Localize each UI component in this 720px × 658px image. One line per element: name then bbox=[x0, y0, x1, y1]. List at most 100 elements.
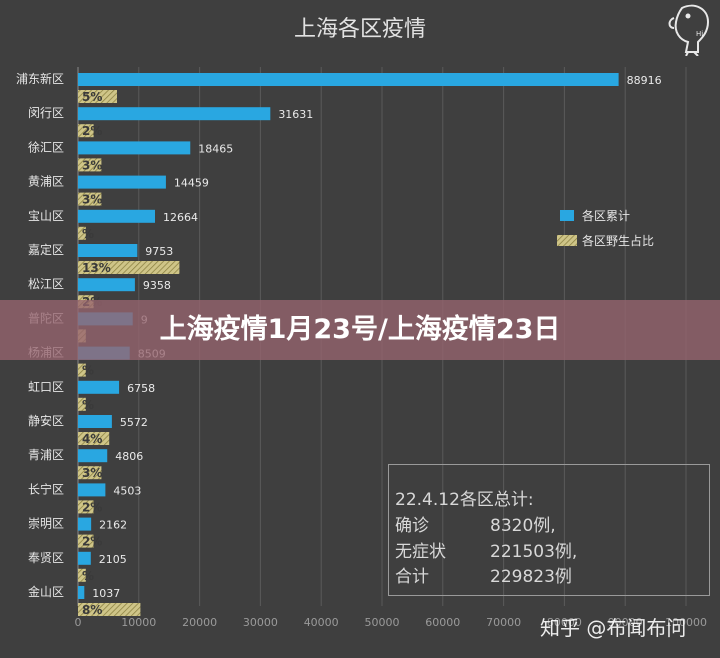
ratio-label: 2% bbox=[82, 535, 102, 549]
bar-cumulative bbox=[78, 141, 191, 155]
y-tick-label: 浦东新区 bbox=[16, 71, 64, 86]
ratio-label: 3% bbox=[82, 158, 102, 172]
summary-box: 22.4.12各区总计: 确诊 8320例, 无症状 221503例, 合计 2… bbox=[388, 464, 710, 596]
summary-value: 8320例, bbox=[490, 516, 556, 536]
bar-cumulative bbox=[78, 244, 138, 257]
summary-row-asymptomatic: 无症状 221503例, bbox=[395, 537, 577, 562]
legend-swatch-cumulative bbox=[560, 210, 574, 221]
bar-wild-ratio bbox=[78, 500, 94, 514]
bar-wild-ratio bbox=[78, 568, 86, 582]
bar-value-label: 4503 bbox=[113, 484, 141, 497]
title-banner: 上海疫情1月23号/上海疫情23日 bbox=[0, 300, 720, 360]
ratio-label: % bbox=[82, 398, 94, 412]
bar-value-label: 12664 bbox=[163, 211, 198, 224]
y-tick-label: 嘉定区 bbox=[28, 242, 64, 257]
y-tick-label: 徐汇区 bbox=[28, 139, 64, 154]
bar-wild-ratio bbox=[78, 226, 86, 240]
bar-wild-ratio bbox=[78, 261, 180, 274]
bar-cumulative bbox=[78, 209, 155, 223]
x-tick-label: 30000 bbox=[243, 616, 278, 629]
y-tick-label: 闵行区 bbox=[28, 105, 64, 120]
ratio-label: % bbox=[82, 569, 94, 583]
y-tick-label: 松江区 bbox=[28, 277, 64, 291]
bar-value-label: 1037 bbox=[92, 587, 120, 600]
banner-title: 上海疫情1月23号/上海疫情23日 bbox=[159, 314, 561, 345]
parrot-mascot-icon: Hi bbox=[664, 2, 716, 57]
x-tick-label: 90000 bbox=[608, 616, 643, 629]
x-tick-label: 10000 bbox=[121, 616, 156, 629]
bar-cumulative bbox=[78, 278, 135, 292]
x-tick-label: 60000 bbox=[425, 616, 460, 629]
y-tick-label: 黄浦区 bbox=[28, 175, 64, 189]
y-tick-label: 宝山区 bbox=[28, 209, 64, 223]
summary-value: 221503例, bbox=[490, 542, 578, 562]
y-tick-label: 虹口区 bbox=[28, 380, 64, 394]
x-tick-label: 80000 bbox=[547, 616, 582, 629]
ratio-label: 13% bbox=[82, 261, 111, 275]
ratio-label: 5% bbox=[82, 90, 102, 104]
y-tick-label: 崇明区 bbox=[28, 517, 64, 531]
bar-wild-ratio bbox=[78, 158, 102, 172]
bar-cumulative bbox=[78, 517, 92, 531]
bar-value-label: 18465 bbox=[198, 142, 233, 155]
bar-value-label: 2105 bbox=[99, 553, 127, 566]
bar-wild-ratio bbox=[78, 603, 141, 616]
legend-label: 各区野生占比 bbox=[582, 233, 654, 248]
bar-wild-ratio bbox=[78, 192, 102, 206]
bar-value-label: 6758 bbox=[127, 382, 155, 395]
chart-title: 上海各区疫情 bbox=[294, 17, 426, 42]
svg-text:Hi: Hi bbox=[696, 30, 703, 38]
bar-wild-ratio bbox=[78, 90, 117, 103]
summary-label: 无症状 bbox=[395, 542, 446, 562]
ratio-label: 3% bbox=[82, 193, 102, 207]
bar-wild-ratio bbox=[78, 363, 86, 377]
ratio-label: 8% bbox=[82, 603, 102, 617]
x-tick-label: 100000 bbox=[665, 616, 707, 629]
x-tick-label: 40000 bbox=[304, 616, 339, 629]
ratio-label: % bbox=[82, 227, 94, 241]
legend-swatch-wild-ratio bbox=[557, 235, 577, 246]
summary-row-confirmed: 确诊 8320例, bbox=[395, 511, 556, 536]
bar-cumulative bbox=[78, 551, 91, 565]
ratio-label: 4% bbox=[82, 432, 102, 446]
bar-cumulative bbox=[78, 380, 120, 394]
bar-value-label: 9753 bbox=[145, 245, 173, 258]
bar-cumulative bbox=[78, 483, 106, 497]
ratio-label: 2% bbox=[82, 500, 102, 514]
y-tick-label: 奉贤区 bbox=[28, 551, 64, 565]
ratio-label: % bbox=[82, 364, 94, 378]
ratio-label: 3% bbox=[82, 466, 102, 480]
y-tick-label: 青浦区 bbox=[28, 448, 64, 462]
bar-value-label: 5572 bbox=[120, 416, 148, 429]
bar-value-label: 88916 bbox=[627, 74, 662, 87]
bar-cumulative bbox=[78, 73, 619, 86]
bar-value-label: 31631 bbox=[278, 108, 313, 121]
bar-wild-ratio bbox=[78, 397, 86, 411]
bar-wild-ratio bbox=[78, 534, 94, 548]
summary-row-total: 合计 229823例 bbox=[395, 562, 572, 587]
summary-title: 22.4.12各区总计: bbox=[395, 490, 534, 510]
legend-label: 各区累计 bbox=[582, 208, 630, 223]
bar-value-label: 14459 bbox=[174, 177, 209, 190]
bar-value-label: 9358 bbox=[143, 279, 171, 292]
bar-cumulative bbox=[78, 107, 271, 121]
bar-value-label: 2162 bbox=[99, 519, 127, 532]
bar-wild-ratio bbox=[78, 466, 102, 480]
bar-cumulative bbox=[78, 175, 166, 189]
y-tick-label: 金山区 bbox=[28, 584, 64, 599]
x-tick-label: 70000 bbox=[486, 616, 521, 629]
ratio-label: 2% bbox=[82, 124, 102, 138]
y-tick-label: 长宁区 bbox=[28, 481, 64, 496]
bar-wild-ratio bbox=[78, 432, 110, 445]
y-tick-label: 静安区 bbox=[28, 413, 64, 428]
bar-value-label: 4806 bbox=[115, 450, 143, 463]
summary-label: 确诊 bbox=[395, 516, 429, 536]
summary-value: 229823例 bbox=[490, 567, 572, 587]
bar-cumulative bbox=[78, 449, 108, 463]
summary-label: 合计 bbox=[395, 567, 429, 587]
watermark: 知乎 @布闻布问 bbox=[540, 616, 687, 640]
bar-cumulative bbox=[78, 586, 85, 599]
bar-wild-ratio bbox=[78, 124, 94, 138]
bar-cumulative bbox=[78, 415, 112, 428]
x-tick-label: 0 bbox=[75, 616, 82, 629]
